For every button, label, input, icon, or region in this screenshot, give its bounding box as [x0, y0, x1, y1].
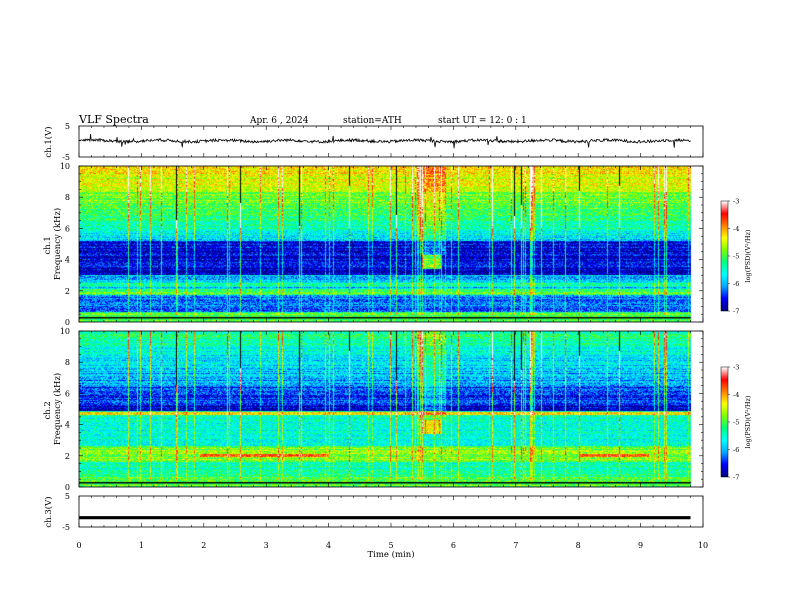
x-tick-label: 10 [698, 541, 708, 550]
start-ut-label: start UT = 12: 0 : 1 [438, 116, 527, 126]
ch2-spectrogram-ytick-label: 2 [65, 452, 70, 461]
ch2-spectrogram-ylabel: ch.2 Frequency (kHz) [43, 373, 63, 445]
ch2-colorbar-tick-label: -3 [733, 364, 739, 372]
x-tick-label: 3 [264, 541, 269, 550]
ch1-waveform-line [78, 134, 691, 149]
x-tick-label: 8 [576, 541, 581, 550]
ch2-spectrogram-yticks: 0 2 4 6 8 10 [60, 327, 703, 492]
station-label: station=ATH [343, 116, 402, 126]
ch1-ytick-bottom: -5 [62, 153, 70, 162]
x-tick-label: 4 [326, 541, 331, 550]
ch2-spectrogram-ytick-label: 0 [65, 483, 70, 492]
ch1-spectrogram-ytick-label: 8 [65, 193, 70, 202]
x-tick-label: 1 [139, 541, 144, 550]
ch1-spectrogram-ytick-label: 10 [60, 162, 70, 171]
ch1-ylabel-line1: ch.1 [43, 236, 53, 254]
ch2-ylabel-line2: Frequency (kHz) [52, 373, 63, 445]
ch1-waveform-ylabel: ch.1(V) [43, 126, 54, 157]
ch1-spectrogram-yticks: 0 2 4 6 8 10 [60, 162, 703, 327]
ch2-spectrogram-ytick-label: 4 [65, 421, 70, 430]
x-tick-label: 0 [76, 541, 81, 550]
ch1-colorbar-label: log(PSD)(V²/Hz) [744, 229, 752, 282]
ch1-waveform-panel: 5 -5 ch.1(V) [43, 122, 704, 162]
ch2-spectrogram-ytick-label: 8 [65, 358, 70, 367]
ch1-colorbar-tick-label: -4 [733, 225, 739, 233]
ch3-ytick-top: 5 [65, 492, 70, 501]
ch1-colorbar-tick-label: -7 [733, 308, 739, 316]
ch2-colorbar-gradient [721, 367, 728, 477]
x-tick-labels: 0 1 2 3 4 5 6 7 8 9 10 [76, 541, 708, 550]
ch1-colorbar-tick-label: -5 [733, 253, 739, 261]
ch3-waveform-panel: 5 -5 ch.3(V) 0 1 2 3 4 5 6 7 8 9 10 [43, 492, 708, 550]
ch1-spectrogram-ytick-label: 4 [65, 256, 70, 265]
ch1-waveform-xticks [78, 126, 704, 157]
ch3-waveform-ylabel: ch.3(V) [43, 496, 54, 527]
ch2-colorbar-tick-label: -4 [733, 391, 739, 399]
date-label: Apr. 6 , 2024 [249, 116, 309, 126]
ch2-spectrogram-ytick-label: 6 [65, 389, 70, 398]
x-axis-label: Time (min) [367, 549, 414, 560]
ch3-waveform-xticks [78, 496, 704, 527]
x-tick-label: 7 [513, 541, 518, 550]
ch2-colorbar-tick-label: -6 [733, 446, 739, 454]
ch1-spectrogram-ytick-label: 2 [65, 287, 70, 296]
ch1-colorbar-tick-label: -6 [733, 280, 739, 288]
x-tick-label: 2 [201, 541, 206, 550]
ch3-ytick-bottom: -5 [62, 523, 70, 532]
ch2-colorbar-tick-label: -5 [733, 419, 739, 427]
ch2-spectrogram-image [79, 331, 703, 487]
ch2-colorbar-label: log(PSD)(V²/Hz) [744, 395, 752, 448]
ch2-spectrogram-xticks [78, 331, 704, 487]
ch1-spectrogram-ytick-label: 6 [65, 224, 70, 233]
ch1-colorbar-tick-label: -3 [733, 198, 739, 206]
figure-title: VLF Spectra [78, 113, 149, 126]
ch1-spectrogram-ytick-label: 0 [65, 318, 70, 327]
ch1-ytick-top: 5 [65, 122, 70, 131]
ch1-spectrogram-image [79, 166, 703, 322]
ch2-colorbar-ticks: -3 -4 -5 -6 -7 [728, 364, 739, 482]
ch1-colorbar-gradient [721, 201, 728, 311]
ch1-spectrogram-ylabel-channel: ch.1 Frequency (kHz) [43, 208, 63, 280]
ch2-ylabel-line1: ch.2 [43, 401, 53, 419]
ch1-spectrogram-xticks [78, 166, 704, 322]
ch2-colorbar-tick-label: -7 [733, 474, 739, 482]
x-tick-label: 9 [638, 541, 643, 550]
x-tick-label: 6 [451, 541, 456, 550]
ch2-spectrogram-ytick-label: 10 [60, 327, 70, 336]
ch1-ylabel-line2: Frequency (kHz) [52, 208, 63, 280]
ch3-waveform-frame [78, 495, 704, 528]
x-tick-label: 5 [388, 541, 393, 550]
ch1-colorbar-ticks: -3 -4 -5 -6 -7 [728, 198, 739, 316]
